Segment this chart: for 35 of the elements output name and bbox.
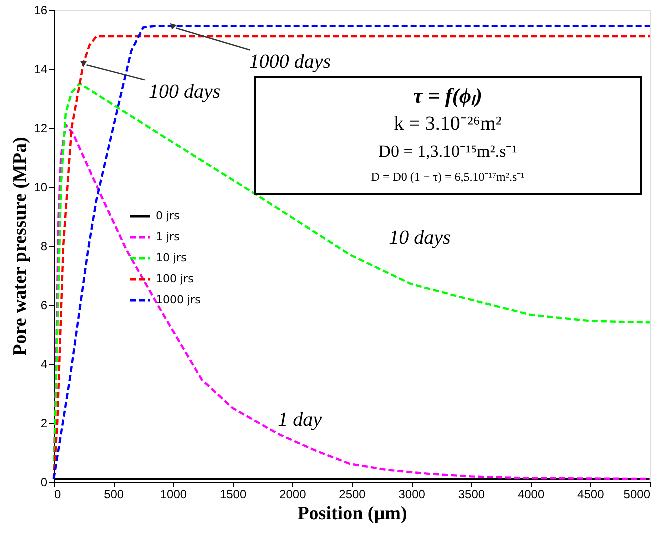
x-tick-label: 4500 [578,488,605,502]
legend-label: 100 jrs [156,272,194,286]
annotation: τ = f(ϕₗ) [414,84,482,108]
x-tick-label: 2000 [280,488,307,502]
x-tick-label: 3500 [458,488,486,502]
y-tick-label: 14 [34,62,48,76]
x-axis-title: Position (µm) [298,504,408,524]
y-axis-title: Pore water pressure (MPa) [10,137,32,356]
x-tick-label: 1000 [160,488,188,502]
y-tick-label: 0 [40,476,48,490]
x-tick-label: 5000 [624,488,651,502]
annotation: 100 days [148,81,221,104]
y-tick-label: 8 [40,240,48,254]
annotation: 1000 days [249,51,332,74]
x-tick-label: 1500 [220,488,247,502]
legend-label: 1000 jrs [156,294,202,306]
legend-label: 10 jrs [156,252,188,264]
annotation: D0 = 1,3.10⁻¹⁵m².s⁻¹ [378,142,518,161]
annotation: D = D0 (1 − τ) = 6,5.10⁻¹⁷m².s⁻¹ [371,170,526,184]
legend-label: 0 jrs [156,210,180,222]
x-tick-label: 4000 [518,488,545,502]
y-tick-label: 10 [34,180,48,194]
y-tick-label: 16 [34,4,48,18]
x-tick-label: 500 [104,488,124,502]
y-tick-label: 4 [40,358,48,372]
y-tick-label: 12 [34,122,48,136]
y-tick-label: 6 [40,298,48,312]
x-tick-label: 0 [54,488,62,502]
annotation: 10 days [389,227,452,249]
x-tick-label: 2500 [339,488,366,502]
annotation: 1 day [278,409,322,431]
y-tick-label: 2 [40,416,48,430]
annotation: k = 3.10⁻²⁶m² [394,113,502,135]
x-tick-label: 3000 [398,488,426,502]
legend-label: 1 jrs [156,230,180,244]
